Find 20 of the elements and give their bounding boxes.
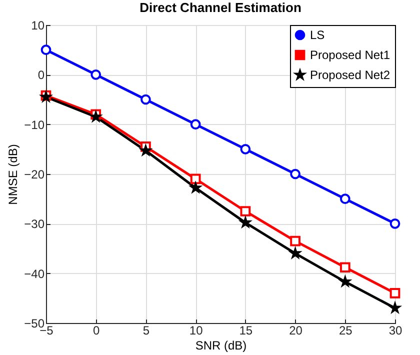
x-tick-label: 10 — [189, 324, 204, 338]
legend-label: Proposed Net1 — [310, 48, 390, 62]
y-tick-label: −40 — [24, 266, 45, 281]
x-axis-title: SNR (dB) — [195, 338, 247, 352]
x-tick-label: 0 — [93, 324, 100, 338]
legend-label: LS — [310, 28, 325, 42]
chart-title: Direct Channel Estimation — [140, 0, 302, 15]
y-tick-label: −20 — [24, 168, 45, 182]
x-tick-label: 15 — [239, 324, 253, 338]
x-tick-label: 5 — [142, 324, 150, 338]
legend-label: Proposed Net2 — [310, 68, 390, 82]
x-tick-label: 30 — [388, 324, 402, 338]
y-axis-title: NMSE (dB) — [6, 144, 20, 205]
y-tick-label: 10 — [31, 18, 45, 32]
y-tick-label: −10 — [24, 118, 45, 132]
x-tick-label: 25 — [338, 324, 353, 338]
y-tick-label: −50 — [24, 316, 45, 330]
y-tick-label: 0 — [38, 68, 45, 82]
y-tick-label: −30 — [24, 217, 45, 232]
x-tick-label: 20 — [289, 324, 303, 338]
